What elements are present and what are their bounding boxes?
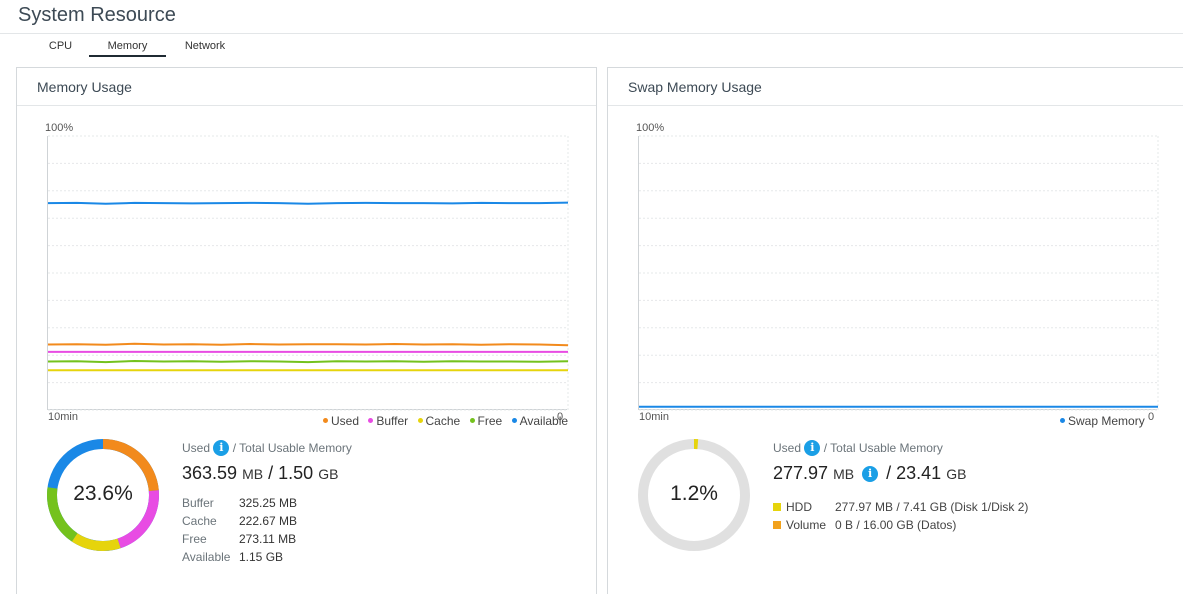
info-icon[interactable]: i: [804, 440, 821, 456]
series-line-available: [47, 201, 569, 205]
stat-available: Available 1.15 GB: [182, 550, 283, 564]
memory-used-number: 363.59: [182, 463, 238, 483]
memory-x-start-label: 10min: [48, 411, 78, 423]
memory-separator: /: [268, 463, 274, 483]
legend-used-dot: [323, 418, 328, 424]
volume-label: Volume: [786, 518, 827, 532]
memory-used-total-value: 363.59 MB / 1.50 GB: [182, 463, 338, 484]
legend-free-label: Free: [477, 414, 503, 428]
title-divider: [0, 33, 1183, 34]
legend-available-dot: [511, 418, 517, 424]
legend-buffer[interactable]: Buffer: [368, 414, 408, 428]
swap-percent-label: 1.2%: [670, 482, 718, 505]
legend-buffer-label: Buffer: [376, 414, 409, 428]
series-line-used: [47, 342, 569, 347]
legend-free-dot: [469, 418, 475, 424]
swap-row-hdd: HDD 277.97 MB / 7.41 GB (Disk 1/Disk 2): [773, 500, 1028, 514]
tab-network[interactable]: Network: [184, 40, 226, 52]
stat-cache: Cache 222.67 MB: [182, 514, 297, 528]
memory-legend: Used Buffer Cache Free Available: [317, 414, 568, 428]
info-icon[interactable]: i: [862, 466, 879, 483]
memory-used-label: Used i / Total Usable Memory: [182, 440, 352, 456]
memory-line-chart: [47, 135, 569, 411]
memory-y-max-label: 100%: [45, 122, 74, 134]
stat-buffer-value: 325.25 MB: [239, 496, 298, 510]
legend-free[interactable]: Free: [469, 414, 503, 428]
swap-chart-svg: [639, 135, 1159, 411]
legend-available-label: Available: [519, 414, 569, 428]
swap-used-label: Used i / Total Usable Memory: [773, 440, 943, 456]
swap-x-end-label: 0: [1148, 411, 1155, 423]
memory-panel-title: Memory Usage: [37, 79, 132, 95]
donut-segment-used: [47, 439, 159, 551]
swap-donut-chart: [638, 439, 750, 551]
legend-available[interactable]: Available: [511, 414, 569, 428]
hdd-swatch: [773, 502, 781, 511]
swap-used-unit: MB: [833, 466, 855, 482]
swap-y-max-label: 100%: [636, 122, 665, 134]
swap-used-text: Used: [773, 441, 802, 455]
legend-used[interactable]: Used: [323, 414, 359, 428]
memory-total-unit: GB: [318, 466, 339, 482]
hdd-label: HDD: [786, 500, 812, 514]
swap-panel-title: Swap Memory Usage: [628, 79, 762, 95]
donut-segment-cache: [47, 439, 159, 551]
legend-cache[interactable]: Cache: [417, 414, 461, 428]
swap-x-start-label: 10min: [639, 411, 669, 423]
stat-free: Free 273.11 MB: [182, 532, 296, 546]
swap-panel-header: Swap Memory Usage: [608, 68, 1183, 106]
swap-memory-panel: Swap Memory Usage 100% 10min Swap Memory…: [607, 67, 1183, 594]
legend-cache-label: Cache: [425, 414, 461, 428]
swap-total-number: 23.41: [896, 463, 942, 483]
stat-available-label: Available: [182, 550, 231, 564]
stat-available-value: 1.15 GB: [239, 550, 284, 564]
swap-row-volume: Volume 0 B / 16.00 GB (Datos): [773, 518, 956, 532]
swap-used-number: 277.97: [773, 463, 829, 483]
donut-segment-free: [47, 439, 159, 551]
tab-memory[interactable]: Memory: [89, 40, 166, 57]
tab-cpu[interactable]: CPU: [48, 40, 73, 52]
memory-used-unit: MB: [242, 466, 264, 482]
stat-cache-label: Cache: [182, 514, 217, 528]
donut-segment-buffer: [47, 439, 159, 551]
legend-cache-dot: [417, 418, 423, 424]
page-title: System Resource: [18, 4, 176, 26]
series-line-free: [47, 359, 569, 364]
memory-x-end-label: 0: [557, 411, 564, 423]
legend-buffer-dot: [368, 418, 374, 424]
memory-panel-header: Memory Usage: [17, 68, 596, 106]
legend-swap-memory[interactable]: Swap Memory: [1060, 414, 1145, 428]
volume-swatch: [773, 520, 781, 529]
swap-line-chart: [638, 135, 1159, 411]
legend-swap-dot: [1060, 418, 1065, 424]
swap-legend: Swap Memory: [1054, 414, 1145, 428]
memory-total-text: / Total Usable Memory: [232, 441, 352, 455]
memory-chart-svg: [47, 135, 569, 411]
stat-free-value: 273.11 MB: [239, 532, 297, 546]
stat-buffer-label: Buffer: [182, 496, 214, 510]
volume-value: 0 B / 16.00 GB (Datos): [835, 518, 957, 532]
swap-separator: /: [886, 463, 892, 483]
memory-usage-panel: Memory Usage 100% 10min Used Buffer Cach…: [16, 67, 597, 594]
swap-total-text: / Total Usable Memory: [823, 441, 943, 455]
stat-cache-value: 222.67 MB: [239, 514, 298, 528]
legend-swap-label: Swap Memory: [1068, 414, 1145, 428]
memory-total-number: 1.50: [278, 463, 314, 483]
swap-total-unit: GB: [946, 466, 967, 482]
memory-percent-label: 23.6%: [73, 482, 133, 505]
legend-used-label: Used: [331, 414, 360, 428]
hdd-value: 277.97 MB / 7.41 GB (Disk 1/Disk 2): [835, 500, 1029, 514]
donut-segment-hdd: [638, 439, 750, 551]
memory-donut-chart: [47, 439, 159, 551]
stat-buffer: Buffer 325.25 MB: [182, 496, 297, 510]
stat-free-label: Free: [182, 532, 207, 546]
memory-used-text: Used: [182, 441, 211, 455]
info-icon[interactable]: i: [213, 440, 230, 456]
swap-used-total-value: 277.97 MB i / 23.41 GB: [773, 463, 966, 484]
